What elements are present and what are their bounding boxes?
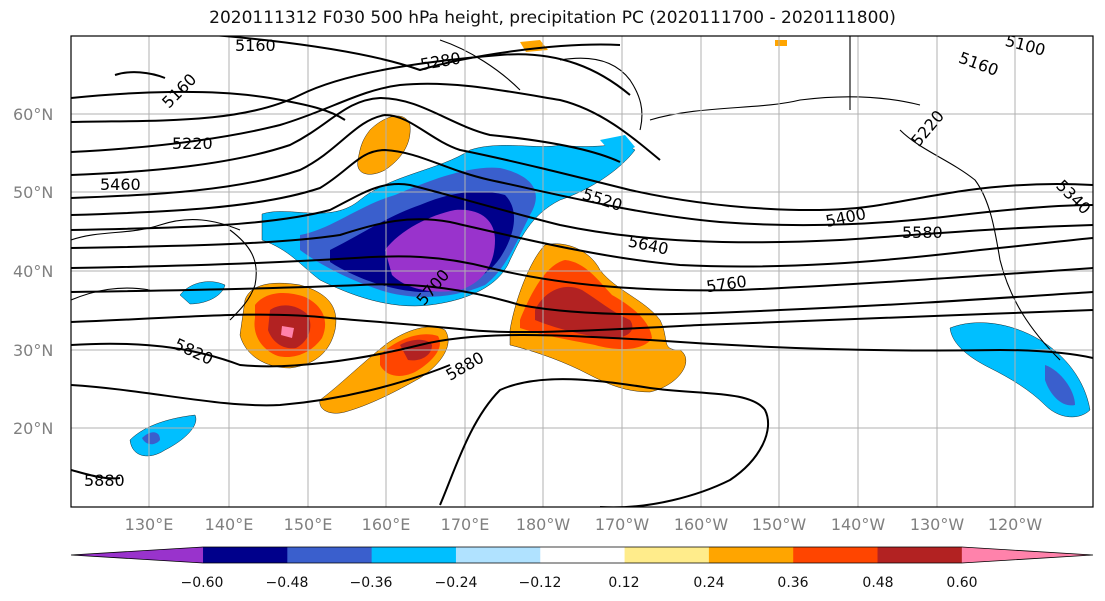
colorbar-outline [70, 546, 1094, 564]
precip-area [129, 414, 197, 457]
map-frame [70, 35, 1094, 508]
colorbar-swatch [961, 547, 1093, 563]
lon-label: 180°W [516, 515, 571, 534]
lat-label: 40°N [13, 262, 53, 281]
colorbar-tick-label: −0.12 [519, 575, 562, 591]
lon-label: 130°E [125, 515, 174, 534]
lat-label: 60°N [13, 105, 53, 124]
colorbar-swatch [371, 547, 457, 563]
precip-area [179, 281, 226, 305]
colorbar-tick-label: −0.48 [266, 575, 309, 591]
precip-area [281, 326, 294, 338]
lon-label: 130°W [910, 515, 965, 534]
lon-label: 120°W [988, 515, 1043, 534]
height-contours [71, 36, 1093, 507]
colorbar-tick-label: 0.60 [946, 575, 977, 591]
contour-label: 5580 [902, 223, 943, 242]
precip-area [1045, 365, 1075, 406]
colorbar-swatch [793, 547, 879, 563]
colorbar-swatch [877, 547, 963, 563]
colorbar [70, 546, 1094, 564]
colorbar-tick-label: 0.36 [777, 575, 808, 591]
lat-label: 30°N [13, 341, 53, 360]
colorbar-tick-label: −0.36 [350, 575, 393, 591]
contour-label: 5220 [172, 134, 213, 153]
colorbar-tick-labels: −0.60 −0.48 −0.36 −0.24 −0.12 0.12 0.24 … [181, 575, 978, 591]
lon-label: 140°W [831, 515, 886, 534]
lat-label: 50°N [13, 183, 53, 202]
colorbar-swatch [455, 547, 541, 563]
colorbar-swatch [540, 547, 626, 563]
lon-label: 150°W [752, 515, 807, 534]
colorbar-swatch [624, 547, 710, 563]
map-content: 5160 5160 5280 5220 5460 5100 5160 5520 … [71, 36, 1093, 507]
longitude-labels: 130°E 140°E 150°E 160°E 170°E 180°W 170°… [125, 515, 1043, 534]
colorbar-swatch [71, 547, 204, 563]
colorbar-swatch [203, 547, 288, 563]
colorbar-swatch [287, 547, 373, 563]
colorbar-tick-label: 0.24 [693, 575, 724, 591]
latitude-labels: 60°N 50°N 40°N 30°N 20°N [13, 105, 53, 438]
lon-label: 150°E [284, 515, 333, 534]
precip-area [775, 40, 787, 46]
contour-label: 5460 [100, 175, 141, 194]
lat-label: 20°N [13, 419, 53, 438]
precip-area [600, 135, 635, 157]
contour-label: 5880 [84, 471, 125, 490]
precip-area [142, 432, 160, 445]
contour-label: 5160 [235, 36, 276, 55]
precip-area [357, 115, 411, 175]
colorbar-tick-label: 0.48 [862, 575, 893, 591]
lon-label: 140°E [205, 515, 254, 534]
lon-label: 170°E [441, 515, 490, 534]
map-title: 2020111312 F030 500 hPa height, precipit… [209, 8, 896, 28]
lon-label: 160°E [362, 515, 411, 534]
lon-label: 160°W [674, 515, 729, 534]
colorbar-tick-label: 0.12 [608, 575, 639, 591]
lon-label: 170°W [595, 515, 650, 534]
colorbar-swatch [708, 547, 794, 563]
colorbar-tick-label: −0.24 [435, 575, 478, 591]
colorbar-tick-label: −0.60 [181, 575, 224, 591]
